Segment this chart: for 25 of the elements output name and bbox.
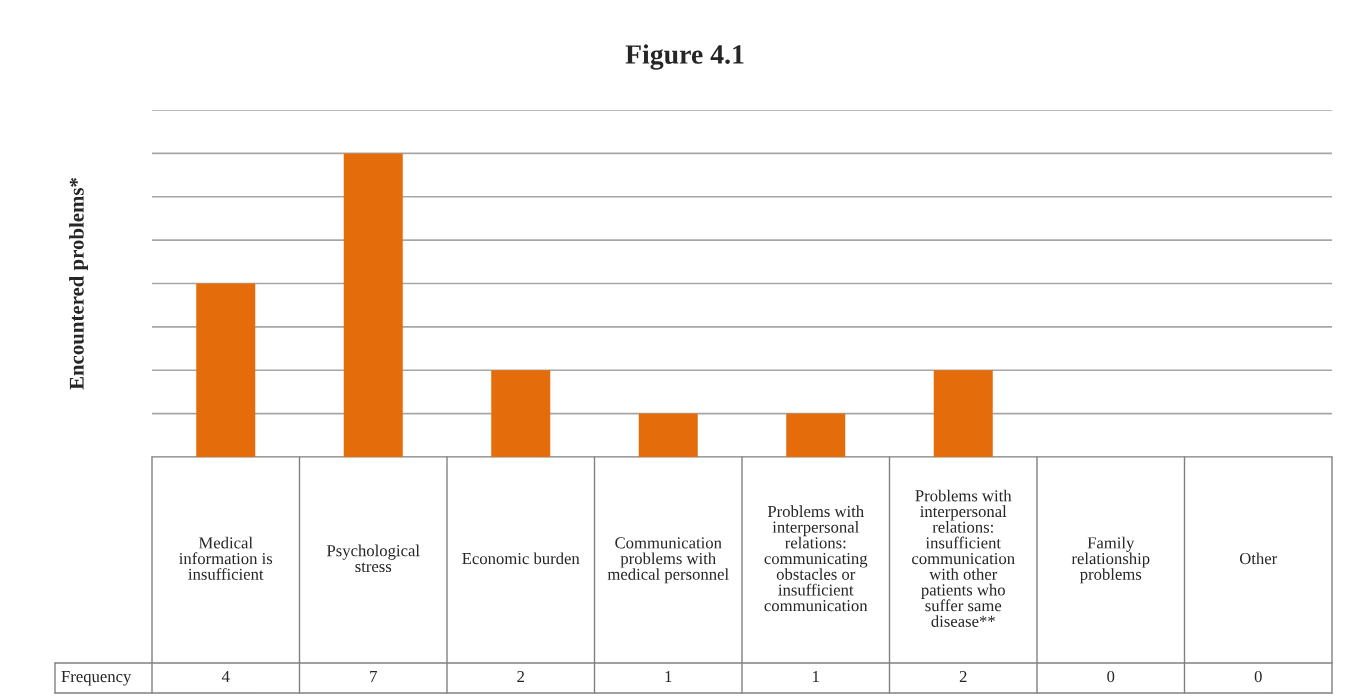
x-tick-label: Communication problems with medical personnel [607,537,729,584]
bar [343,153,403,457]
x-tick-label: Medical information is insufficient [179,536,273,580]
x-tick-label: Family relationship problems [1071,536,1150,584]
category-label: Problems with interpersonal relations: insufficient communication with other patients who suffer same disease** [912,489,1015,627]
bar [638,413,698,457]
x-tick-label: Problems with interpersonal relations: communicating obstacles or insufficient communication [764,505,868,612]
bar [491,370,551,457]
data-label: 0 [1107,670,1115,683]
bar [933,370,993,457]
bar [786,413,846,457]
bar [196,283,256,457]
data-label: 1 [813,671,819,683]
data-label: 0 [1254,670,1262,683]
x-tick-label: Economic burden [462,552,580,565]
data-label: 1 [665,671,672,683]
x-tick-label: Other [1239,552,1278,565]
x-tick-label: Psychological stress [326,544,420,573]
data-label: 2 [517,670,524,683]
y-axis-title: Encountered problems* [69,177,88,390]
data-label: 7 [370,671,377,683]
chart-title: Figure 4.1 [625,44,744,70]
text: Frequency [61,671,132,686]
data-label: 4 [221,671,230,683]
data-label: 2 [959,670,967,683]
